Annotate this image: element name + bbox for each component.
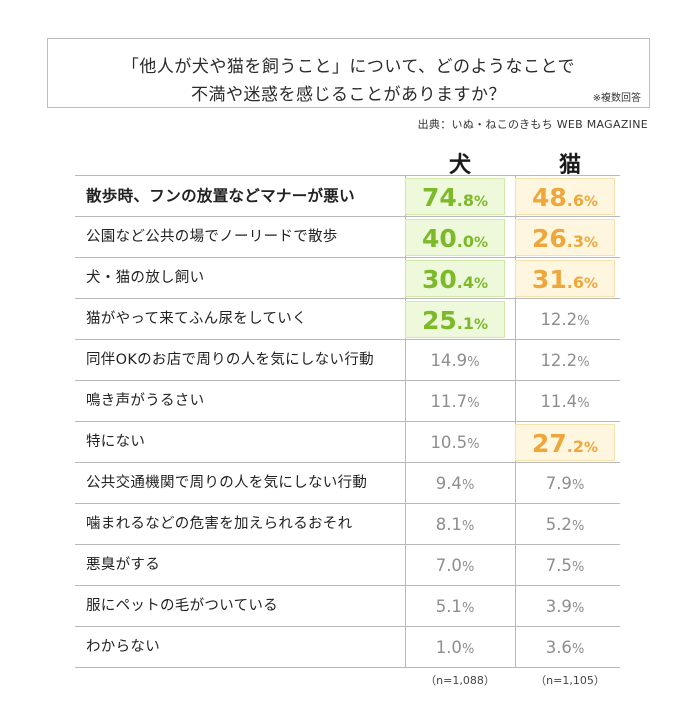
row-label: 鳴き声がうるさい — [86, 393, 205, 409]
row-divider — [75, 380, 620, 381]
value-cell-dog: 11.7% — [405, 383, 505, 420]
sample-size-dog: （n=1,088） — [425, 674, 495, 687]
value-label: 12.2% — [540, 351, 590, 370]
value-label: 8.1% — [435, 515, 475, 534]
value-cell-dog: 7.0% — [405, 547, 505, 584]
value-label: 11.4% — [540, 392, 590, 411]
value-cell-dog: 74.8% — [405, 178, 505, 215]
value-label: 5.2% — [545, 515, 585, 534]
value-cell-dog: 9.4% — [405, 465, 505, 502]
table-row: 噛まれるなどの危害を加えられるおそれ 8.1% 5.2% — [75, 505, 620, 544]
table-row: 服にペットの毛がついている 5.1% 3.9% — [75, 587, 620, 626]
row-label: わからない — [86, 639, 160, 655]
row-divider — [75, 462, 620, 463]
value-cell-dog: 5.1% — [405, 588, 505, 625]
value-cell-dog: 1.0% — [405, 629, 505, 666]
source-credit: 出典：いぬ・ねこのきもち WEB MAGAZINE — [417, 118, 648, 131]
value-label: 7.5% — [545, 556, 585, 575]
value-cell-cat: 27.2% — [515, 424, 615, 461]
value-cell-dog: 14.9% — [405, 342, 505, 379]
value-cell-cat: 5.2% — [515, 506, 615, 543]
value-label: 3.9% — [545, 597, 585, 616]
value-label: 40.0% — [421, 224, 489, 253]
table-row: 公園など公共の場でノーリードで散歩 40.0% 26.3% — [75, 218, 620, 257]
sample-size-cat: （n=1,105） — [535, 674, 605, 687]
value-cell-dog: 40.0% — [405, 219, 505, 256]
row-divider — [75, 298, 620, 299]
value-cell-cat: 7.9% — [515, 465, 615, 502]
value-label: 48.6% — [531, 183, 599, 212]
table-row: 悪臭がする 7.0% 7.5% — [75, 546, 620, 585]
value-label: 30.4% — [421, 265, 489, 294]
value-cell-cat: 12.2% — [515, 301, 615, 338]
row-label: 散歩時、フンの放置などマナーが悪い — [86, 187, 355, 205]
row-divider — [75, 626, 620, 627]
row-label: 悪臭がする — [86, 557, 160, 573]
value-cell-cat: 11.4% — [515, 383, 615, 420]
value-cell-cat: 12.2% — [515, 342, 615, 379]
value-cell-cat: 48.6% — [515, 178, 615, 215]
column-divider — [405, 176, 406, 668]
question-line-2: 不満や迷惑を感じることがありますか？ — [191, 85, 506, 105]
value-cell-dog: 8.1% — [405, 506, 505, 543]
value-cell-cat: 7.5% — [515, 547, 615, 584]
table-row: わからない 1.0% 3.6% — [75, 628, 620, 667]
row-divider — [75, 585, 620, 586]
table-row: 犬・猫の放し飼い 30.4% 31.6% — [75, 259, 620, 298]
value-label: 10.5% — [430, 433, 480, 452]
table-row: 鳴き声がうるさい 11.7% 11.4% — [75, 382, 620, 421]
value-label: 11.7% — [430, 392, 480, 411]
row-divider — [75, 339, 620, 340]
value-label: 74.8% — [421, 183, 489, 212]
table-row: 猫がやって来てふん尿をしていく 25.1% 12.2% — [75, 300, 620, 339]
value-cell-dog: 30.4% — [405, 260, 505, 297]
value-label: 7.0% — [435, 556, 475, 575]
row-divider — [75, 667, 620, 668]
column-divider — [515, 176, 516, 668]
value-label: 9.4% — [435, 474, 475, 493]
value-label: 3.6% — [545, 638, 585, 657]
row-label: 犬・猫の放し飼い — [86, 270, 205, 286]
row-divider — [75, 216, 620, 217]
value-label: 1.0% — [435, 638, 475, 657]
value-label: 27.2% — [531, 429, 599, 458]
row-label: 特にない — [86, 434, 146, 450]
column-header-cat: 猫 — [558, 153, 581, 178]
value-cell-cat: 31.6% — [515, 260, 615, 297]
row-label: 猫がやって来てふん尿をしていく — [86, 311, 307, 327]
column-header-dog: 犬 — [448, 153, 471, 178]
table-row: 散歩時、フンの放置などマナーが悪い 74.8% 48.6% — [75, 177, 620, 216]
value-label: 26.3% — [531, 224, 599, 253]
table-row: 特にない 10.5% 27.2% — [75, 423, 620, 462]
row-label: 同伴OKのお店で周りの人を気にしない行動 — [86, 352, 374, 368]
question-line-1: 「他人が犬や猫を飼うこと」について、どのようなことで — [121, 57, 576, 77]
row-divider — [75, 544, 620, 545]
value-cell-cat: 3.6% — [515, 629, 615, 666]
multiple-answer-note: ※複数回答 — [592, 93, 641, 104]
row-label: 服にペットの毛がついている — [86, 598, 278, 614]
value-cell-dog: 25.1% — [405, 301, 505, 338]
row-divider — [75, 421, 620, 422]
value-label: 12.2% — [540, 310, 590, 329]
value-label: 31.6% — [531, 265, 599, 294]
value-cell-cat: 3.9% — [515, 588, 615, 625]
table-row: 公共交通機関で周りの人を気にしない行動 9.4% 7.9% — [75, 464, 620, 503]
row-label: 公園など公共の場でノーリードで散歩 — [86, 229, 338, 245]
value-label: 14.9% — [430, 351, 480, 370]
row-divider — [75, 503, 620, 504]
table-row: 同伴OKのお店で周りの人を気にしない行動 14.9% 12.2% — [75, 341, 620, 380]
row-label: 噛まれるなどの危害を加えられるおそれ — [86, 516, 353, 532]
row-divider — [75, 257, 620, 258]
value-label: 5.1% — [435, 597, 475, 616]
row-divider — [75, 175, 620, 176]
value-cell-dog: 10.5% — [405, 424, 505, 461]
value-label: 7.9% — [545, 474, 585, 493]
value-label: 25.1% — [421, 306, 489, 335]
question-box: 「他人が犬や猫を飼うこと」について、どのようなことで 不満や迷惑を感じることがあ… — [47, 38, 650, 108]
value-cell-cat: 26.3% — [515, 219, 615, 256]
row-label: 公共交通機関で周りの人を気にしない行動 — [86, 475, 368, 491]
